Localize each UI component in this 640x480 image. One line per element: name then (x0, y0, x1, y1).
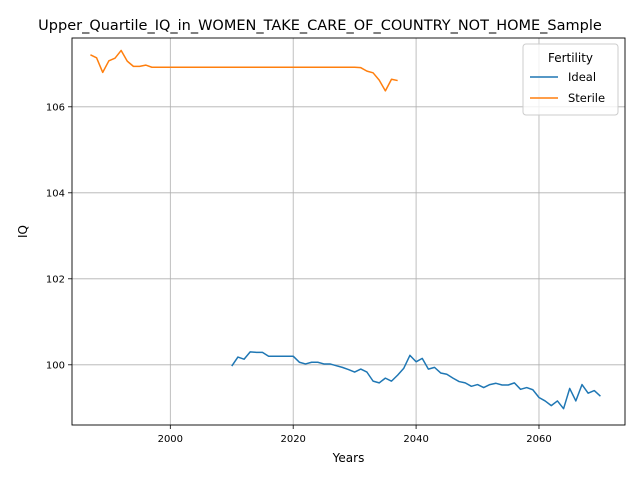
chart-title: Upper_Quartile_IQ_in_WOMEN_TAKE_CARE_OF_… (38, 18, 602, 34)
axis-ticks: 2000 2020 2040 2060 100 102 104 106 (46, 102, 552, 445)
x-tick-label: 2060 (526, 434, 551, 445)
legend-label-ideal: Ideal (568, 70, 596, 84)
x-axis-label: Years (332, 451, 365, 465)
legend-label-sterile: Sterile (568, 91, 605, 105)
x-tick-label: 2020 (280, 434, 305, 445)
y-tick-label: 104 (46, 188, 65, 199)
legend: Fertility Ideal Sterile (522, 43, 619, 116)
series-line-ideal (231, 351, 601, 410)
y-axis-label: IQ (16, 225, 30, 238)
legend-title: Fertility (548, 51, 593, 65)
x-tick-label: 2040 (403, 434, 428, 445)
y-tick-label: 102 (46, 274, 65, 285)
plot-frame (71, 37, 626, 426)
x-tick-label: 2000 (158, 434, 183, 445)
y-tick-label: 106 (46, 102, 65, 113)
y-tick-label: 100 (46, 360, 65, 371)
series-line-sterile (90, 49, 398, 92)
series-layer (90, 49, 601, 410)
